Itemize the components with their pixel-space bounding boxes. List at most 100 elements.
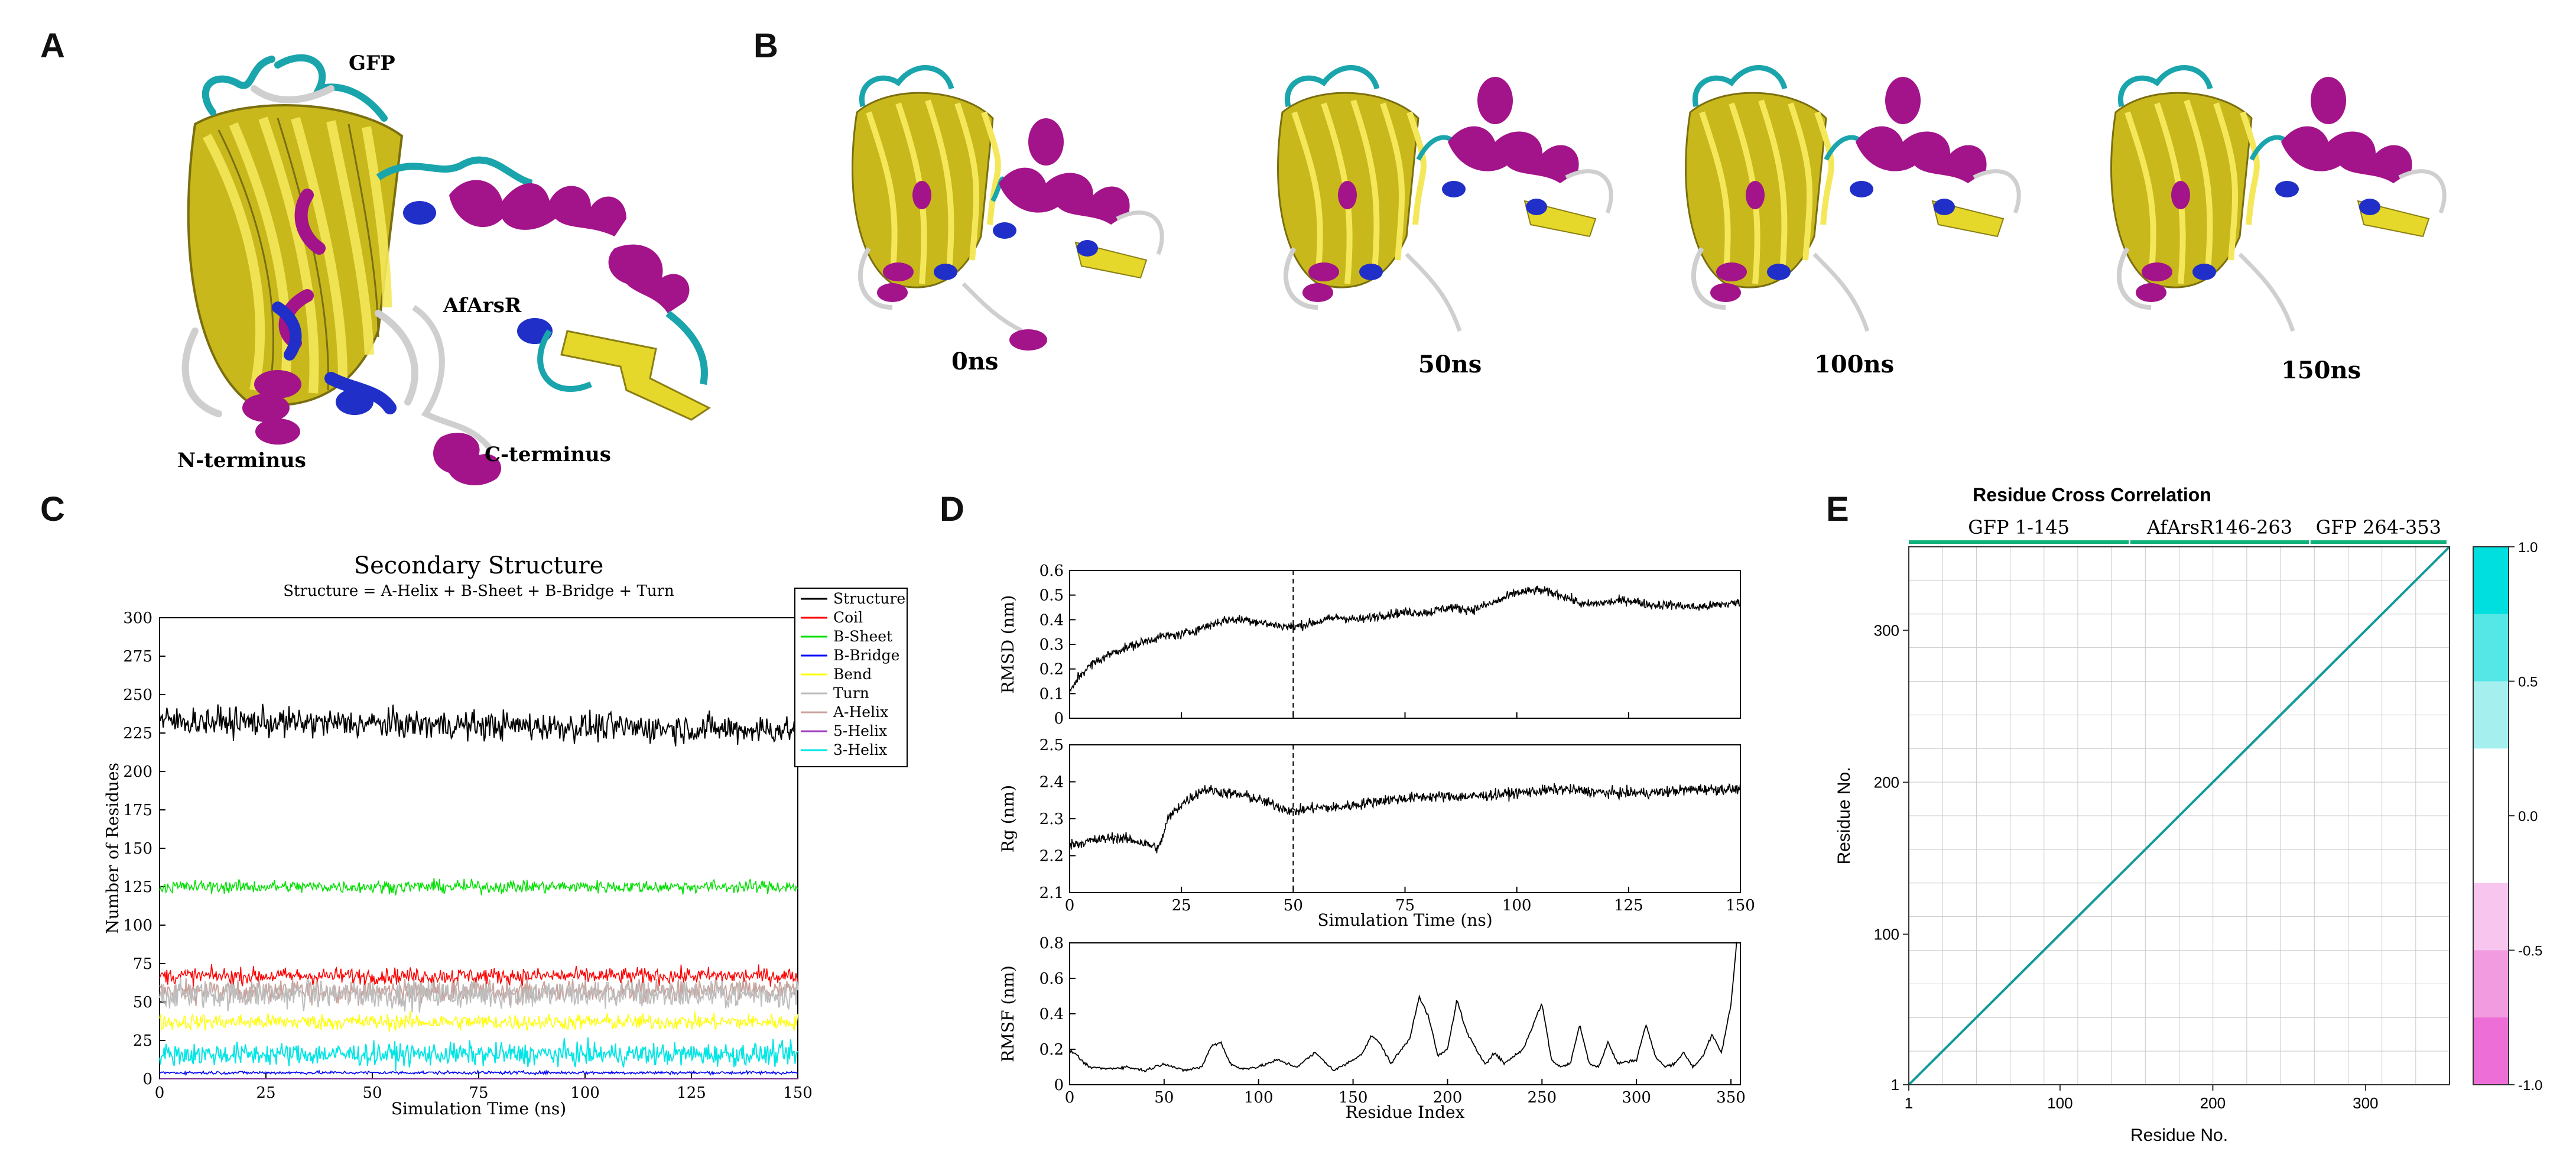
rmsd-line (1069, 585, 1741, 692)
y-tick-label: 0.4 (1040, 611, 1064, 629)
snapshot-150ns: 150ns (2110, 65, 2447, 384)
y-axis-label: Rg (nm) (998, 785, 1018, 852)
colorbar-segment (2473, 883, 2509, 951)
series-b-bridge (159, 1069, 798, 1076)
y-tick-label: 2.1 (1040, 884, 1064, 902)
x-tick-label: 150 (783, 1084, 813, 1102)
x-axis-label: Simulation Time (ns) (1317, 910, 1492, 930)
cross-correlation-map: Residue Cross Correlation 1 100 200 300 1 100… (1834, 484, 2542, 1145)
y-tick-label: 200 (123, 763, 152, 781)
y-tick-label: 0 (142, 1071, 152, 1088)
y-tick-label: 250 (123, 686, 152, 704)
x-tick-label: 75 (1395, 897, 1415, 914)
chart-c-subtitle: Structure = A-Helix + B-Sheet + B-Bridge… (283, 582, 674, 600)
colorbar-segment (2473, 950, 2509, 1018)
colorbar-segment (2473, 816, 2509, 884)
x-tick-label: 0 (155, 1084, 165, 1102)
panel-letter-b: B (753, 27, 778, 65)
x-tick-label: 0 (1065, 897, 1075, 914)
domain-label: GFP 1-145 (1968, 516, 2070, 539)
x-tick-label: 100 (570, 1084, 600, 1102)
x-tick-label: 50 (362, 1084, 382, 1102)
y-tick-label: 0.5 (1040, 587, 1064, 605)
colorbar-tick-label: 0.5 (2518, 674, 2538, 690)
x-tick-label: 300 (1622, 1089, 1651, 1107)
x-tick-label: 25 (256, 1084, 275, 1102)
y-tick-label: 150 (123, 840, 152, 858)
legend-entry: Turn (833, 685, 869, 702)
y-tick-label: 200 (1874, 773, 1899, 791)
colorbar-segment (2473, 547, 2509, 615)
x-axis-label: Simulation Time (ns) (391, 1099, 566, 1118)
snapshot-time-label: 100ns (1814, 351, 1894, 378)
md-snapshots-b: 0ns 50ns 100ns 150ns (852, 65, 2447, 384)
x-tick-label: 300 (2353, 1094, 2378, 1112)
panel-letter-d: D (940, 490, 964, 528)
series-turn (159, 975, 798, 1013)
label-n-terminus: N-terminus (177, 449, 306, 472)
plot-frame (1069, 942, 1741, 1085)
y-tick-label: 300 (1874, 621, 1899, 639)
legend-entry: Structure (833, 590, 905, 607)
plot-frame (159, 617, 798, 1079)
protein-structure-a: GFP AfArsR N-terminus C-terminus (177, 51, 711, 485)
y-axis-label: RMSF (nm) (998, 965, 1018, 1062)
y-tick-label: 75 (133, 955, 152, 973)
plot-frame (1069, 744, 1741, 893)
y-axis-label: RMSD (nm) (998, 595, 1018, 694)
panel-letter-c: C (40, 490, 65, 528)
legend-entry: B-Sheet (833, 628, 892, 645)
colorbar-tick-label: -1.0 (2518, 1078, 2542, 1094)
secondary-structure-chart: Secondary Structure Structure = A-Helix … (103, 552, 908, 1118)
y-tick-label: 2.5 (1040, 737, 1064, 754)
y-tick-label: 0.6 (1040, 970, 1064, 988)
y-tick-label: 100 (123, 917, 152, 935)
y-tick-label: 50 (133, 994, 152, 1011)
domain-label: GFP 264-353 (2316, 516, 2441, 539)
plot-frame (1069, 570, 1741, 719)
chart-e-title: Residue Cross Correlation (1973, 484, 2211, 505)
y-tick-label: 0.8 (1040, 935, 1064, 952)
y-tick-label: 100 (1874, 926, 1899, 943)
panel-letter-e: E (1826, 490, 1849, 528)
colorbar-tick-label: -0.5 (2518, 943, 2542, 959)
x-tick-label: 0 (1065, 1089, 1075, 1107)
gfp-barrel (187, 104, 404, 406)
x-tick-label: 125 (1614, 897, 1643, 914)
y-tick-label: 0 (1054, 710, 1064, 728)
series-3-helix (159, 1037, 798, 1072)
x-tick-label: 200 (1433, 1089, 1463, 1107)
snapshot-50ns: 50ns (1277, 65, 1613, 378)
snapshot-100ns: 100ns (1685, 65, 2021, 378)
y-axis-label: Number of Residues (103, 763, 122, 934)
colorbar-segment (2473, 614, 2509, 682)
plot-frame (1908, 546, 2450, 1085)
x-tick-label: 50 (1284, 897, 1303, 914)
rg-line (1069, 781, 1741, 854)
diagonal (1908, 546, 2451, 1086)
y-tick-label: 125 (123, 878, 152, 896)
chart-rmsd: 0 0.1 0.2 0.3 0.4 0.5 0.6 RMSD (nm) (998, 562, 1741, 728)
legend-entry: Bend (833, 666, 872, 683)
y-tick-label: 0 (1054, 1076, 1064, 1094)
x-tick-label: 350 (1716, 1089, 1746, 1107)
snapshot-time-label: 0ns (951, 348, 998, 375)
snapshot-time-label: 50ns (1418, 351, 1482, 378)
colorbar-tick-label: 1.0 (2518, 540, 2538, 556)
y-tick-label: 300 (123, 609, 152, 627)
snapshot-time-label: 150ns (2281, 356, 2361, 384)
y-tick-label: 0.1 (1040, 685, 1064, 703)
y-tick-label: 0.2 (1040, 1041, 1064, 1059)
legend-entry: A-Helix (833, 703, 888, 721)
series-structure (159, 703, 798, 747)
x-tick-label: 1 (1905, 1094, 1913, 1112)
x-tick-label: 100 (1502, 897, 1532, 914)
x-tick-label: 200 (2200, 1094, 2226, 1112)
legend-entry: 3-Helix (833, 741, 887, 758)
y-tick-label: 0.6 (1040, 562, 1064, 580)
y-tick-label: 0.2 (1040, 661, 1064, 679)
y-tick-label: 175 (123, 802, 152, 819)
x-tick-label: 75 (469, 1084, 488, 1102)
domain-label: AfArsR146-263 (2146, 516, 2292, 539)
